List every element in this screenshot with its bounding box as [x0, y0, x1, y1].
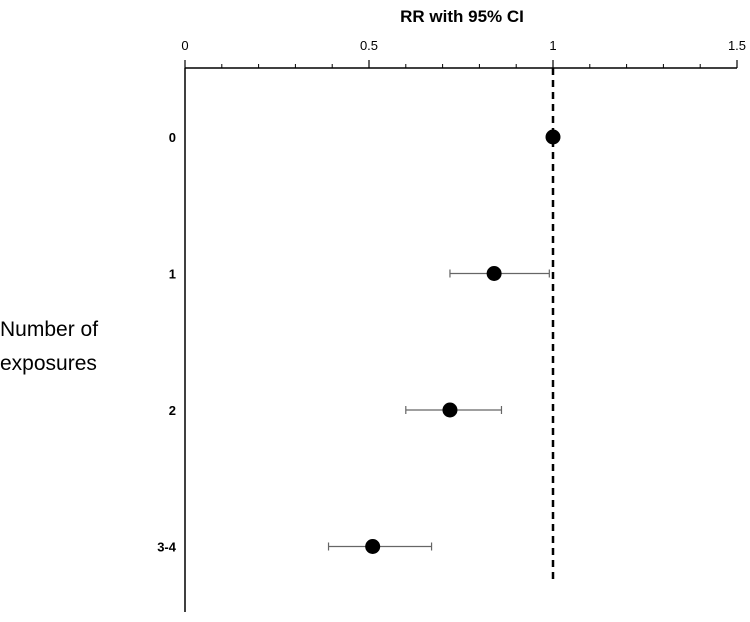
data-point	[545, 129, 561, 145]
x-tick-label: 0	[181, 38, 188, 53]
data-point	[486, 266, 502, 281]
category-label: 1	[169, 267, 176, 282]
data-point	[365, 539, 381, 554]
axes: 0 0.5 1 1.5 0 1 2 3-4	[157, 38, 746, 612]
x-tick-label: 1	[549, 38, 556, 53]
data-point	[442, 402, 458, 418]
category-label: 0	[169, 130, 176, 145]
category-label: 2	[169, 403, 176, 418]
category-label: 3-4	[157, 540, 177, 555]
y-axis-label: Number of	[0, 318, 98, 341]
x-tick-label: 0.5	[360, 38, 378, 53]
x-tick-label: 1.5	[728, 38, 746, 53]
y-axis-label: exposures	[0, 352, 97, 375]
data-marks	[327, 129, 561, 554]
chart-title: RR with 95% CI	[400, 7, 524, 26]
